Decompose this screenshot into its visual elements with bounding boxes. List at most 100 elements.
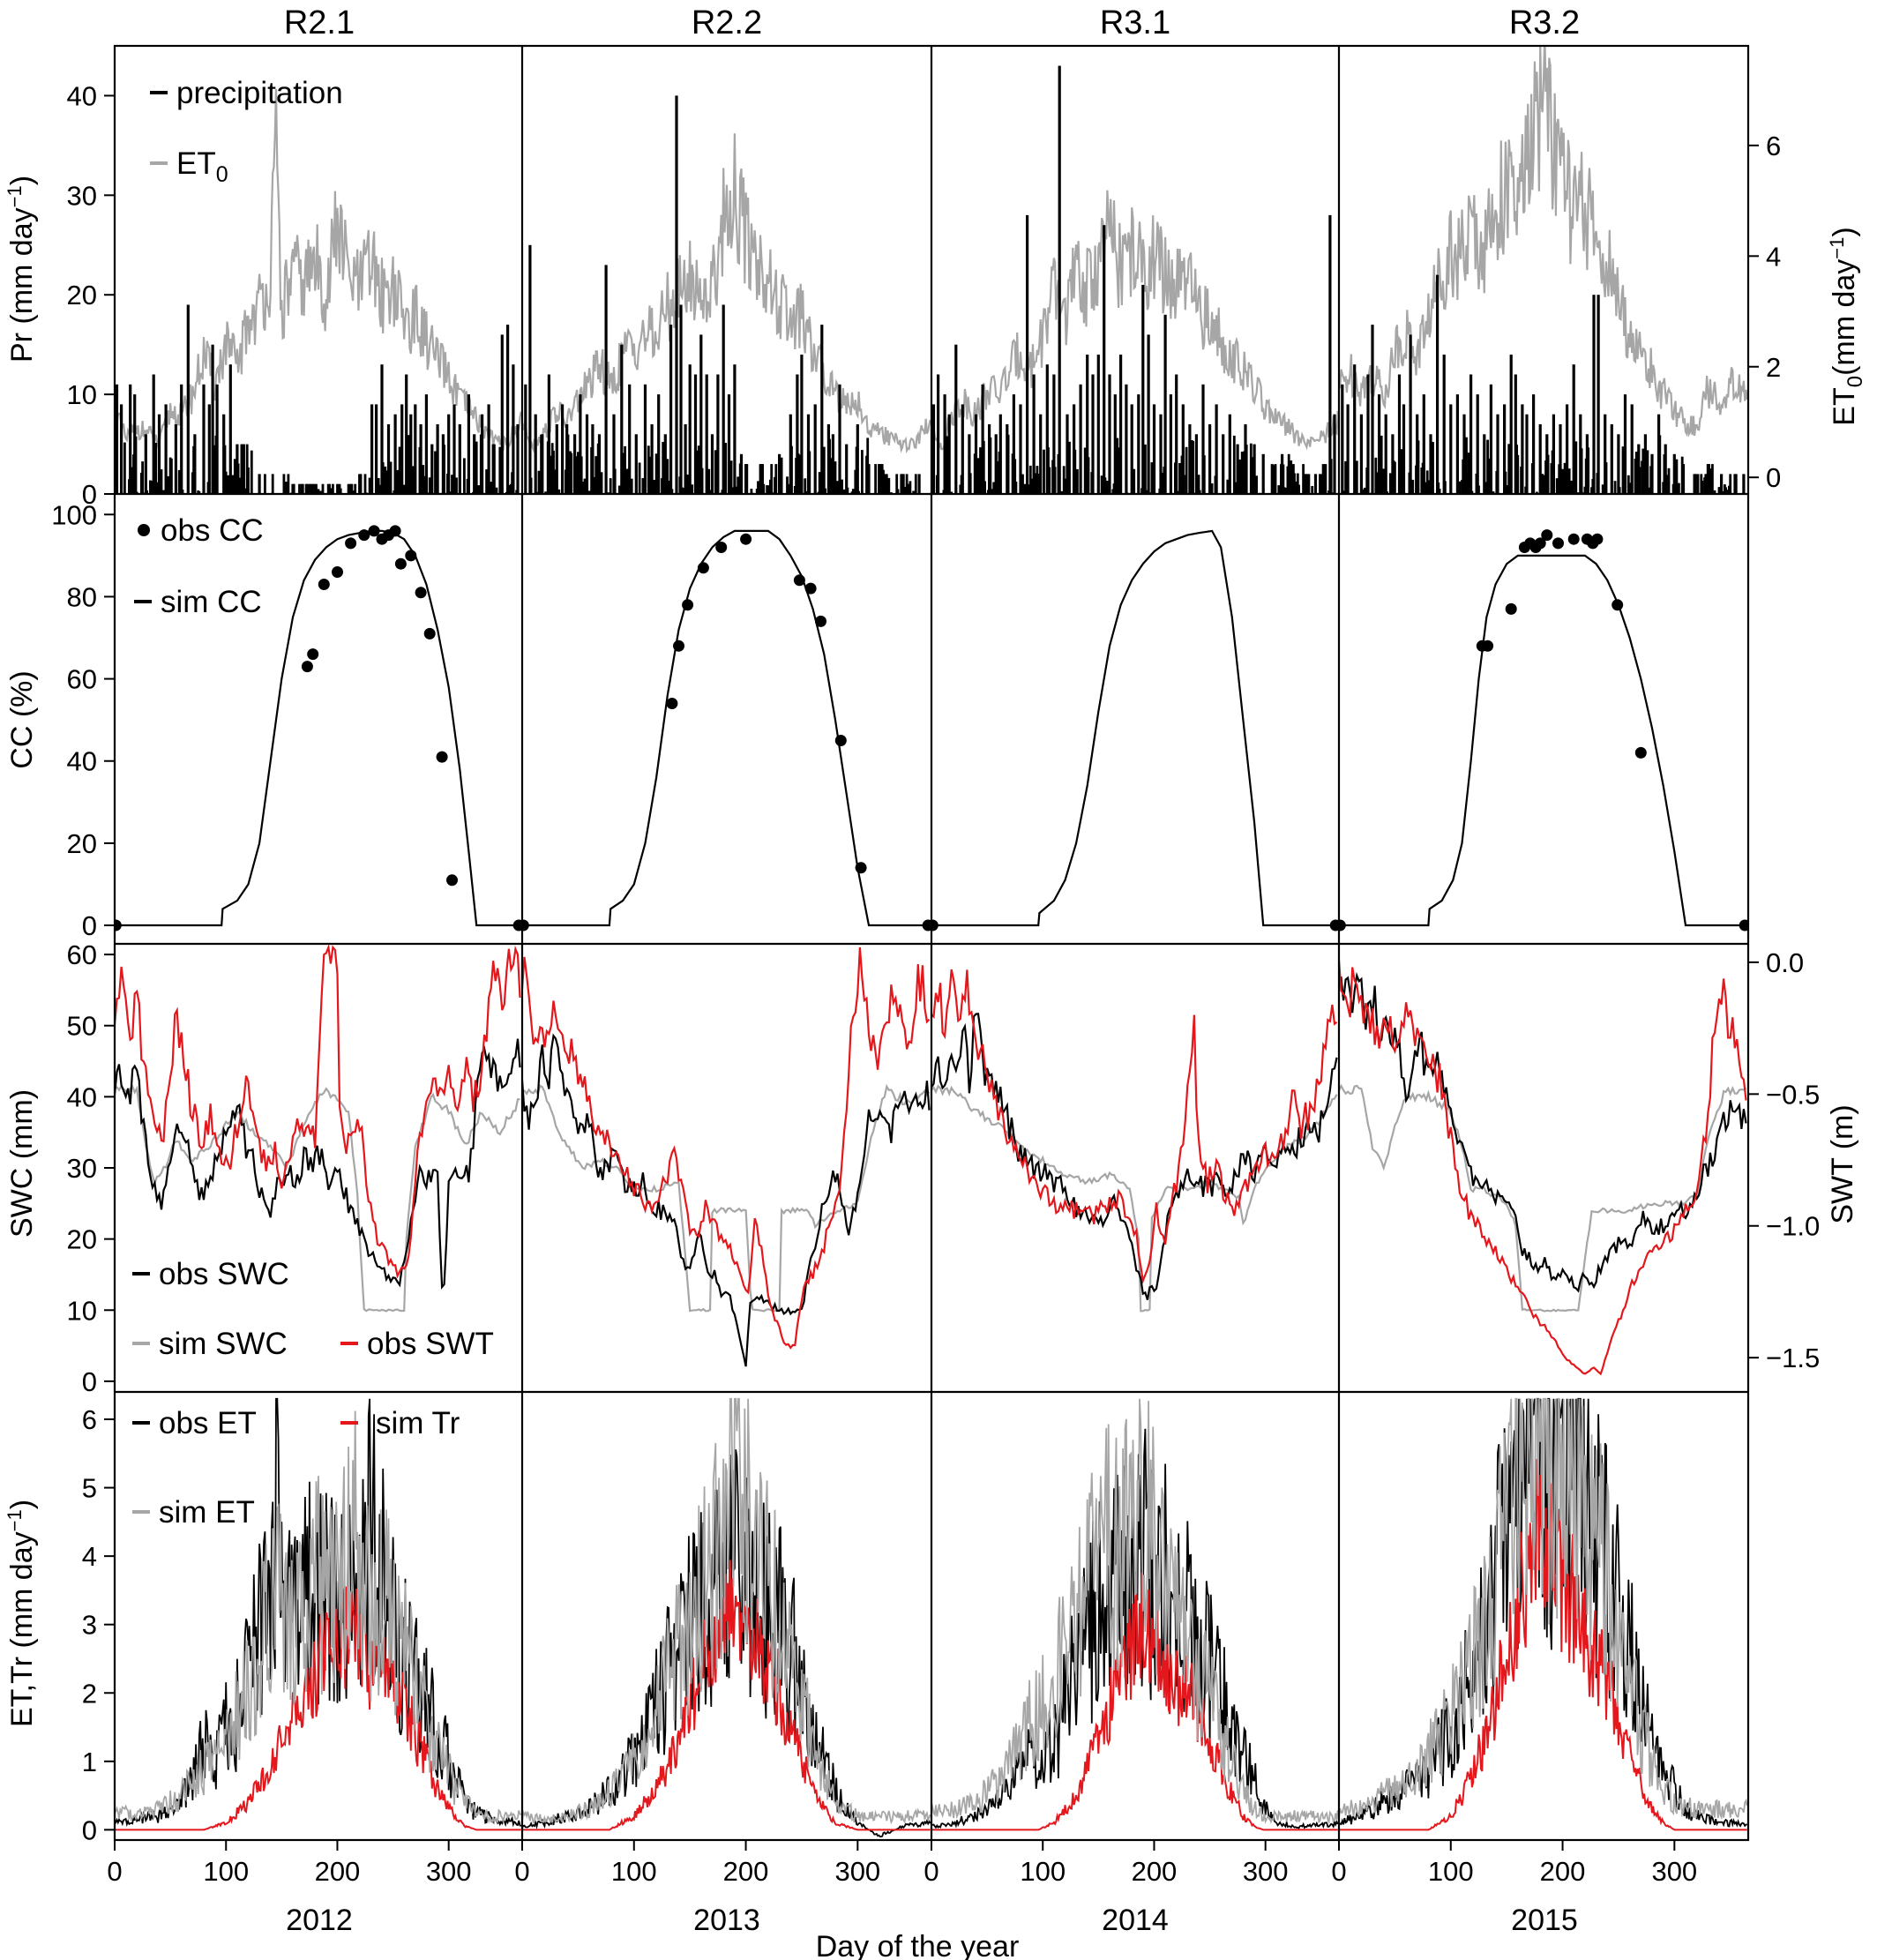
bottom-gutter — [0, 1840, 1877, 1960]
precip-bar — [587, 490, 591, 494]
precip-bar — [1108, 374, 1111, 494]
precip-bar — [722, 304, 725, 494]
precip-bar — [981, 384, 984, 494]
precip-bar — [436, 424, 439, 494]
precip-bar — [1427, 480, 1430, 494]
precip-bar — [804, 490, 808, 494]
precip-bar — [657, 394, 661, 494]
precip-bar — [630, 478, 633, 494]
precip-bar — [250, 450, 253, 494]
x-tick-label: 200 — [315, 1856, 361, 1887]
precip-bar — [452, 404, 456, 494]
precip-bar — [1623, 394, 1627, 494]
legend-et0-label: ET0 — [176, 146, 228, 187]
precip-bar — [282, 474, 286, 494]
precip-bar — [1073, 404, 1076, 494]
precip-bar — [215, 384, 219, 494]
precip-bar — [321, 483, 325, 494]
precip-bar — [386, 424, 391, 494]
x-tick-label: 200 — [1132, 1856, 1178, 1887]
panel-title-r2-2: R2.2 — [692, 4, 762, 41]
precip-bar — [129, 384, 132, 494]
y-tick-label: 1 — [82, 1747, 97, 1777]
y-label-et-tr-close: ) — [5, 1500, 39, 1509]
precip-bar — [1066, 414, 1069, 494]
precip-bar — [824, 488, 826, 494]
panel-title-r3-1: R3.1 — [1100, 4, 1170, 41]
obs-swc-line-R3.2 — [1338, 971, 1747, 1293]
precip-bar — [1505, 485, 1508, 494]
y-label-et-tr: ET,Tr (mm day−1) — [4, 1500, 39, 1727]
legend-sim-swc-label: sim SWC — [159, 1327, 288, 1361]
sim-cc-line-R2.2 — [522, 529, 931, 927]
sim-cc-line-R2.1 — [115, 529, 522, 927]
precip-bar — [317, 489, 320, 494]
precip-bar — [123, 442, 126, 494]
precip-bar — [473, 434, 476, 494]
precip-bar — [424, 394, 428, 494]
legend-sim-tr-label: sim Tr — [376, 1406, 460, 1440]
precip-bar — [737, 476, 740, 494]
y-tick-label: 80 — [67, 581, 97, 612]
precip-bar — [448, 491, 452, 494]
precip-bar — [1717, 487, 1721, 494]
precip-bar — [1163, 314, 1167, 494]
precip-bar — [211, 344, 214, 494]
precip-bar — [1417, 440, 1420, 494]
precip-bar — [838, 384, 841, 494]
precip-bar — [1253, 444, 1256, 494]
precip-bar — [617, 485, 621, 494]
precip-bar — [430, 444, 434, 494]
precip-bar — [974, 414, 978, 494]
obs-swt-line-R3.2 — [1337, 960, 1747, 1376]
y-label-swt: SWT (m) — [1826, 1104, 1859, 1223]
precip-bar — [407, 435, 410, 494]
precip-bar — [1013, 459, 1017, 494]
y-label-et-tr-sup: −1 — [4, 1509, 26, 1531]
legend-sim-cc-label: sim CC — [161, 585, 262, 619]
precip-bar — [332, 483, 334, 494]
precip-bar — [493, 444, 496, 494]
x-tick-label: 0 — [107, 1856, 122, 1887]
precip-bar — [419, 424, 423, 494]
precip-bar — [1720, 474, 1724, 494]
precip-bar — [443, 445, 445, 494]
y-tick-label: 100 — [51, 499, 97, 530]
precip-bar — [885, 474, 888, 494]
precip-bar — [1019, 404, 1022, 494]
swc-panel-R2.1 — [113, 943, 521, 1313]
precip-bar — [243, 488, 247, 494]
precip-bar — [1509, 355, 1513, 494]
precip-bar — [528, 244, 532, 494]
precip-bar — [1181, 404, 1185, 494]
precip-bar — [177, 469, 181, 494]
precip-bar — [1563, 462, 1567, 494]
precip-bar — [796, 374, 799, 494]
swt-tick-label: −1.0 — [1766, 1211, 1820, 1242]
obs-cc-point — [358, 529, 370, 542]
precip-bar — [1073, 449, 1077, 494]
precip-bar — [867, 464, 871, 494]
precip-bar — [1610, 424, 1613, 494]
precip-bar — [1183, 475, 1185, 494]
precip-bar — [1282, 487, 1286, 494]
precip-bar — [650, 424, 654, 494]
obs-cc-point — [389, 525, 401, 537]
precip-bar — [405, 374, 408, 494]
precip-bar — [1486, 439, 1489, 494]
precip-bar — [231, 475, 235, 494]
precip-bar — [905, 474, 909, 494]
precip-bar — [428, 477, 431, 494]
precip-bar — [1023, 483, 1027, 494]
precip-bar — [236, 463, 240, 494]
precip-bar — [1052, 374, 1056, 494]
y-tick-label: 50 — [67, 1011, 97, 1042]
precip-bar — [745, 464, 749, 494]
precip-bar — [842, 489, 846, 494]
precip-bar — [628, 384, 632, 494]
precip-bar — [1742, 474, 1746, 494]
y-label-et0: ET0(mm day−1) — [1826, 227, 1867, 425]
precip-bar — [463, 458, 466, 494]
legend-obs-et-label: obs ET — [159, 1406, 257, 1440]
obs-cc-point — [415, 587, 427, 599]
